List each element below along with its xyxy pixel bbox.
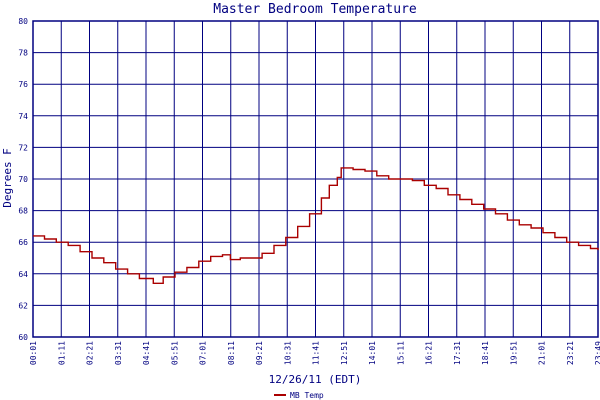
x-tick-label: 21:01 (538, 341, 547, 365)
y-tick-label: 62 (18, 301, 28, 310)
y-tick-label: 68 (18, 207, 28, 216)
x-tick-label: 07:01 (199, 341, 208, 365)
x-tick-label: 11:41 (312, 341, 321, 365)
y-tick-labels: 60 62 64 66 68 70 72 74 76 78 80 (18, 17, 28, 342)
y-axis-label: Degrees F (1, 148, 14, 208)
chart-title: Master Bedroom Temperature (213, 2, 417, 17)
y-tick-label: 66 (18, 238, 28, 247)
x-tick-label: 02:21 (86, 341, 95, 365)
x-tick-label: 03:31 (114, 341, 123, 365)
y-tick-label: 70 (18, 175, 28, 184)
y-tick-label: 74 (18, 112, 28, 121)
x-tick-label: 19:51 (509, 341, 518, 365)
x-tick-label: 16:21 (425, 341, 434, 365)
x-tick-label: 09:21 (255, 341, 264, 365)
x-tick-label: 10:31 (283, 341, 292, 365)
x-tick-label: 18:41 (481, 341, 490, 365)
x-tick-label: 15:11 (396, 341, 405, 365)
y-tick-label: 78 (18, 49, 28, 58)
y-tick-label: 80 (18, 17, 28, 26)
y-tick-label: 76 (18, 80, 28, 89)
x-axis-label: 12/26/11 (EDT) (269, 373, 362, 386)
x-tick-label: 05:51 (170, 341, 179, 365)
x-tick-label: 17:31 (453, 341, 462, 365)
x-tick-label: 00:01 (29, 341, 38, 365)
legend-label-mb-temp: MB Temp (290, 391, 324, 400)
x-tick-label: 14:01 (368, 341, 377, 365)
y-tick-label: 60 (18, 333, 28, 342)
x-tick-labels: 00:01 01:11 02:21 03:31 04:41 05:51 07:01 08:11… (29, 341, 600, 365)
x-tick-label: 12:51 (340, 341, 349, 365)
grid-lines (32, 20, 599, 338)
series-layer (33, 167, 599, 284)
x-tick-label: 01:11 (57, 341, 66, 365)
x-tick-label: 23:49 (594, 341, 600, 365)
y-tick-label: 64 (18, 270, 28, 279)
x-tick-label: 08:11 (227, 341, 236, 365)
series-line-mb-temp (33, 167, 599, 284)
plot-frame (32, 20, 599, 338)
x-tick-label: 23:21 (566, 341, 575, 365)
legend: MB Temp (274, 391, 324, 400)
y-tick-label: 72 (18, 143, 28, 152)
x-tick-label: 04:41 (142, 341, 151, 365)
